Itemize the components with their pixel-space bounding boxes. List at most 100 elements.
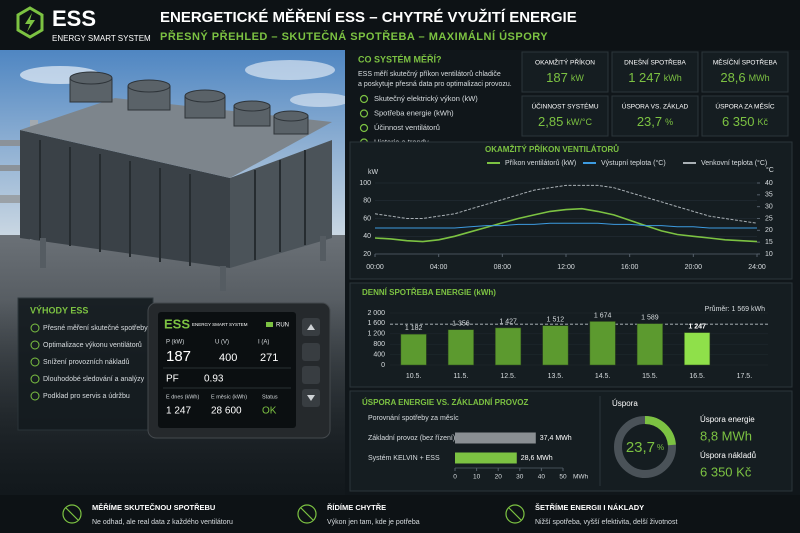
y-tick-label: 20 (363, 251, 371, 258)
benefit-icon (30, 374, 40, 384)
x-tick-label: 00:00 (366, 264, 384, 271)
p-label: P (kW) (166, 340, 184, 346)
kpi-value: 6 350 Kč (722, 114, 769, 129)
y-tick-label: 2 000 (367, 310, 385, 317)
y-tick-label: 1 200 (367, 331, 385, 338)
bar-label: 1 589 (641, 315, 659, 322)
gauge-label: 23,7% (626, 439, 664, 456)
bar (542, 325, 569, 366)
pf-label: PF (166, 374, 179, 385)
bar-label: 37,4 MWh (540, 435, 572, 442)
kpi-number: 187 (546, 70, 568, 85)
cost-value: 6 350 Kč (700, 464, 752, 479)
category-label: Základní provoz (bez řízení) (368, 435, 455, 442)
benefits-title: VÝHODY ESS (30, 304, 88, 315)
x-tick-label: 20 (495, 474, 503, 481)
bar-title: DENNÍ SPOTŘEBA ENERGIE (kWh) (362, 288, 496, 297)
y-tick-label: 60 (363, 215, 371, 222)
gauge-title: Úspora (612, 399, 638, 408)
title: ENERGETICKÉ MĚŘENÍ ESS – CHYTRÉ VYUŽITÍ … (160, 8, 577, 26)
kpi-label: OKAMŽITÝ PŘÍKON (535, 58, 595, 67)
device-state: RUN (276, 323, 289, 329)
benefit-icon (30, 340, 40, 350)
kpi-value: 187 kW (546, 70, 584, 85)
footer-text: Výkon jen tam, kde je potřeba (327, 519, 420, 526)
header (0, 0, 800, 50)
y-axis-label: kW (368, 169, 379, 176)
bar (455, 432, 536, 444)
bar-label: 1 427 (499, 319, 517, 326)
x-tick-label: 10 (473, 474, 481, 481)
x-tick-label: 15.5. (642, 373, 658, 380)
benefits: Přesné měření skutečné spotřeby Optimaliz… (30, 323, 148, 401)
footer-icon (297, 504, 317, 524)
kpi-number: 23,7 (637, 114, 662, 129)
kpi-box (611, 95, 699, 137)
e-day-label: E dnes (kWh) (166, 394, 199, 400)
x-tick-label: 13.5. (548, 373, 564, 380)
bar (636, 323, 663, 366)
benefits-panel (17, 297, 154, 431)
energy-label: Úspora energie (700, 415, 755, 424)
kpi-box (611, 51, 699, 93)
y-tick-label: 0 (381, 362, 385, 369)
kpi-value: 23,7% (637, 114, 673, 129)
x-tick-label: 40 (538, 474, 546, 481)
benefit-item: Podklad pro servis a údržbu (43, 393, 130, 400)
footer-icon (505, 504, 525, 524)
footer-icon-line (508, 507, 522, 521)
gauge-value: 23,7 (626, 439, 655, 456)
e-day-value: 1 247 (166, 406, 191, 417)
kpi-box (521, 95, 609, 137)
cost-label: Úspora nákladů (700, 451, 756, 460)
p-value: 187 (166, 348, 191, 365)
benefit-item: Snížení provozních nákladů (43, 358, 129, 366)
e-month-value: 28 600 (211, 406, 242, 417)
x-tick-label: 08:00 (494, 264, 512, 271)
kpi-unit: MWh (749, 73, 770, 83)
gauge-unit: % (657, 443, 664, 452)
kpi-label: ÚSPORA VS. ZÁKLAD (622, 102, 689, 111)
y-tick-label: 400 (373, 351, 385, 358)
energy-value: 8,8 MWh (700, 428, 752, 443)
footer-items: MĚŘÍME SKUTEČNOU SPOTŘEBU Ne odhad, ale r… (62, 503, 677, 526)
footer-icon-line (65, 507, 79, 521)
y-tick-label: 100 (359, 180, 371, 187)
x-tick-label: 16.5. (689, 373, 705, 380)
legend-label: Příkon ventilátorů (kW) (505, 159, 576, 167)
i-label: I (A) (258, 340, 269, 346)
y-tick-label: 40 (363, 233, 371, 240)
measure-icon (359, 123, 369, 133)
bar (447, 329, 474, 366)
x-tick-label: 0 (453, 474, 457, 481)
series-line (374, 184, 758, 224)
series-line (375, 222, 757, 229)
footer-title: ŠETŘÍME ENERGII I NÁKLADY (535, 503, 644, 512)
series-line (374, 207, 758, 243)
average-prefix: Průměr: (705, 305, 730, 313)
measure-icon (359, 109, 369, 118)
legend-label: Venkovní teplota (°C) (701, 159, 767, 167)
x-tick-label: 17.5. (737, 373, 753, 380)
footer (0, 495, 800, 533)
x-tick-label: 24:00 (748, 264, 766, 271)
kpi-box (701, 95, 789, 137)
average-value: 1 569 kWh (732, 306, 766, 313)
kpi-box (521, 51, 609, 93)
measures-description: ESS měří skutečný příkon ventilátorů chl… (358, 70, 501, 78)
kpi-label: ÚSPORA ZA MĚSÍC (715, 102, 775, 111)
x-tick-label: 10.5. (406, 373, 422, 380)
benefit-item: Optimalizace výkonu ventilátorů (43, 341, 142, 349)
y2-tick-label: 15 (765, 239, 773, 246)
logo: ESS (52, 6, 96, 31)
kpi-label: DNEŠNÍ SPOTŘEBA (624, 58, 686, 67)
device-name: ENERGY SMART SYSTEM (192, 322, 248, 327)
kpi-box (701, 51, 789, 93)
x-tick-label: 30 (516, 474, 524, 481)
bar-label: 1 247 (688, 323, 706, 330)
benefit-item: Dlouhodobé sledování a analýzy (43, 376, 145, 383)
savings-panel (349, 390, 793, 492)
y-tick-label: 800 (373, 341, 385, 348)
logo-icon (16, 6, 44, 39)
footer-title: MĚŘÍME SKUTEČNOU SPOTŘEBU (92, 503, 215, 512)
